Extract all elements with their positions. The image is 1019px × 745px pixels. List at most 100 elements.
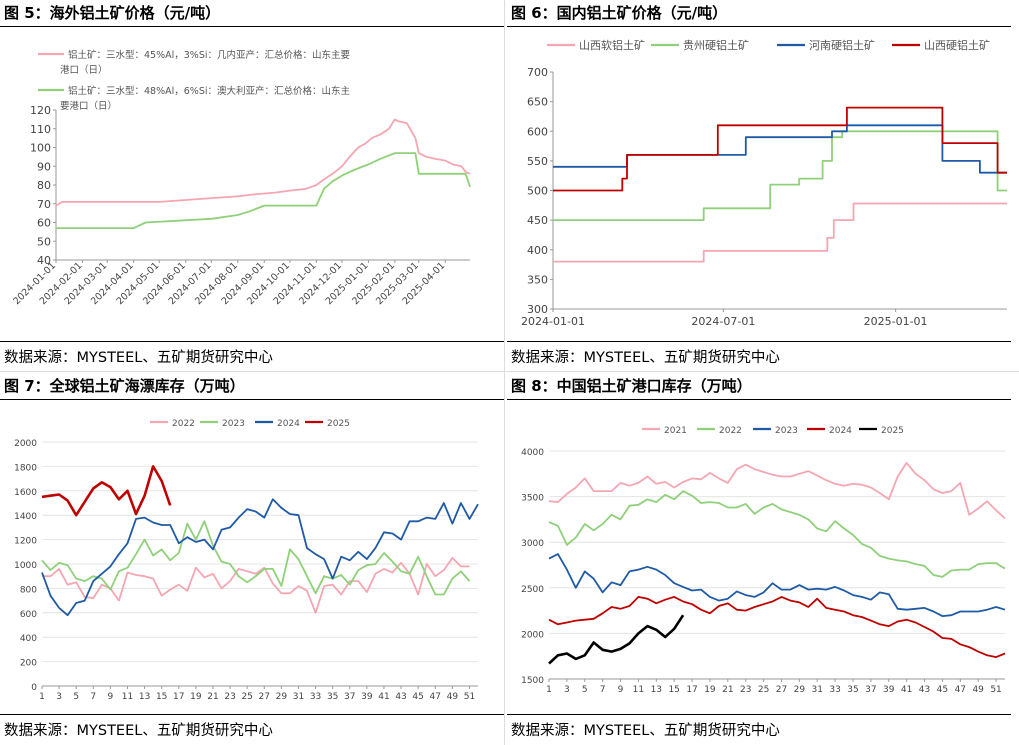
x-tick-label: 35 bbox=[327, 692, 338, 702]
y-tick-label: 1800 bbox=[14, 463, 37, 473]
x-tick-label: 13 bbox=[651, 685, 662, 695]
y-tick-label: 2000 bbox=[521, 630, 544, 640]
series-line-2023 bbox=[548, 553, 1006, 617]
chart-source: 数据来源：MYSTEEL、五矿期货研究中心 bbox=[511, 350, 780, 366]
x-tick-label: 19 bbox=[704, 685, 716, 695]
y-tick-label: 1600 bbox=[14, 488, 37, 498]
legend-label: 河南硬铝土矿 bbox=[809, 38, 875, 52]
title-rule bbox=[507, 26, 1011, 27]
series-line-2025 bbox=[41, 465, 172, 517]
chart-title: 图 5：海外铝土矿价格（元/吨） bbox=[4, 4, 221, 22]
x-tick-label: 47 bbox=[955, 685, 966, 695]
legend-label: 2023 bbox=[222, 419, 245, 429]
series-line-2023 bbox=[41, 520, 471, 596]
chart-source: 数据来源：MYSTEEL、五矿期货研究中心 bbox=[4, 350, 273, 366]
x-tick-label: 19 bbox=[190, 692, 202, 702]
y-tick-label: 1400 bbox=[14, 512, 37, 522]
x-tick-label: 51 bbox=[464, 692, 475, 702]
x-tick-label: 29 bbox=[276, 692, 288, 702]
chart-panel-china-port-inventory: 图 8：中国铝土矿港口库存（万吨） 1500 2000 2500 3000 3500 40… bbox=[507, 373, 1011, 745]
x-tick-label: 7 bbox=[90, 692, 96, 702]
x-tick-label: 17 bbox=[173, 692, 184, 702]
series-line-2024 bbox=[41, 498, 479, 617]
source-rule bbox=[0, 714, 504, 715]
legend-label: 2022 bbox=[172, 419, 195, 429]
x-tick-label: 37 bbox=[344, 692, 355, 702]
domestic-price-chart: 300 350 400 450 500 550 600 650 700 2024-01-01 202… bbox=[521, 38, 1007, 328]
legend-label: 2023 bbox=[775, 426, 798, 436]
y-tick-label: 500 bbox=[527, 185, 548, 198]
y-tick-label: 650 bbox=[527, 96, 548, 109]
x-tick-label: 35 bbox=[847, 685, 858, 695]
x-tick-label: 23 bbox=[224, 692, 235, 702]
y-tick-label: 80 bbox=[37, 179, 51, 192]
y-tick-label: 350 bbox=[527, 273, 548, 286]
legend-label: 2025 bbox=[881, 426, 904, 436]
y-tick-label: 60 bbox=[37, 217, 51, 230]
x-tick-label: 15 bbox=[156, 692, 167, 702]
x-tick-label: 23 bbox=[740, 685, 751, 695]
overseas-price-chart: 4050607080901001101202024-01-012024-02-0… bbox=[11, 49, 471, 307]
chart-source: 数据来源：MYSTEEL、五矿期货研究中心 bbox=[4, 723, 273, 739]
y-tick-label: 0 bbox=[31, 683, 37, 693]
x-tick-label: 25 bbox=[241, 692, 252, 702]
legend-label: 2022 bbox=[719, 426, 742, 436]
series-line-2021 bbox=[548, 462, 1006, 520]
chart-panel-overseas-price: 图 5：海外铝土矿价格（元/吨） 40 50 60 70 80 90 100 110 120 20… bbox=[0, 0, 504, 372]
x-tick-label: 1 bbox=[39, 692, 45, 702]
series-line-铝土矿：三水型：48%A bbox=[56, 152, 471, 229]
x-tick-label: 21 bbox=[207, 692, 218, 702]
x-tick-label: 3 bbox=[564, 685, 570, 695]
x-tick-label: 41 bbox=[901, 685, 912, 695]
x-tick-label: 33 bbox=[829, 685, 840, 695]
x-tick-label: 2025-01-01 bbox=[864, 315, 928, 328]
y-tick-label: 450 bbox=[527, 214, 548, 227]
x-tick-label: 43 bbox=[919, 685, 930, 695]
legend-label-cont: 要港口（日） bbox=[60, 100, 117, 112]
y-tick-label: 110 bbox=[30, 123, 51, 136]
chart-panel-domestic-price: 图 6：国内铝土矿价格（元/吨） 300 350 400 450 500 550 600 65… bbox=[507, 0, 1011, 372]
y-tick-label: 120 bbox=[30, 104, 51, 117]
x-tick-label: 45 bbox=[937, 685, 948, 695]
title-rule bbox=[507, 399, 1011, 400]
y-tick-label: 3500 bbox=[521, 494, 544, 504]
series-line-2022 bbox=[42, 557, 470, 614]
x-tick-label: 45 bbox=[412, 692, 423, 702]
x-tick-label: 27 bbox=[259, 692, 270, 702]
x-tick-label: 41 bbox=[378, 692, 389, 702]
y-tick-label: 1000 bbox=[14, 561, 37, 571]
title-rule bbox=[0, 399, 504, 400]
y-tick-label: 1500 bbox=[521, 676, 544, 686]
x-tick-label: 49 bbox=[972, 685, 984, 695]
y-tick-label: 2500 bbox=[521, 585, 544, 595]
y-tick-label: 700 bbox=[527, 66, 548, 79]
y-tick-label: 40 bbox=[37, 254, 51, 267]
y-tick-label: 70 bbox=[37, 198, 51, 211]
y-tick-label: 600 bbox=[20, 610, 37, 620]
y-tick-label: 550 bbox=[527, 155, 548, 168]
y-tick-label: 400 bbox=[527, 244, 548, 257]
chart-title: 图 8：中国铝土矿港口库存（万吨） bbox=[511, 377, 752, 395]
y-tick-label: 1200 bbox=[14, 537, 37, 547]
x-tick-label: 5 bbox=[73, 692, 79, 702]
source-rule bbox=[507, 714, 1011, 715]
legend-label: 山西硬铝土矿 bbox=[924, 38, 990, 52]
y-tick-label: 90 bbox=[37, 160, 51, 173]
legend-label: 2024 bbox=[829, 426, 852, 436]
legend-label: 铝土矿：三水型：48%Al，6%Si：澳大利亚产：汇总价格：山东主 bbox=[68, 85, 350, 97]
x-tick-label: 47 bbox=[430, 692, 441, 702]
x-tick-label: 5 bbox=[582, 685, 588, 695]
chart-source: 数据来源：MYSTEEL、五矿期货研究中心 bbox=[511, 723, 780, 739]
y-tick-label: 200 bbox=[20, 659, 37, 669]
y-tick-label: 800 bbox=[20, 585, 37, 595]
legend-label: 2021 bbox=[664, 426, 687, 436]
x-tick-label: 15 bbox=[668, 685, 679, 695]
series-line-河南硬铝土矿 bbox=[553, 124, 1007, 174]
y-tick-label: 50 bbox=[37, 235, 51, 248]
x-tick-label: 33 bbox=[310, 692, 321, 702]
x-tick-label: 49 bbox=[447, 692, 459, 702]
legend-label: 2025 bbox=[327, 419, 350, 429]
series-line-2025 bbox=[548, 614, 685, 665]
